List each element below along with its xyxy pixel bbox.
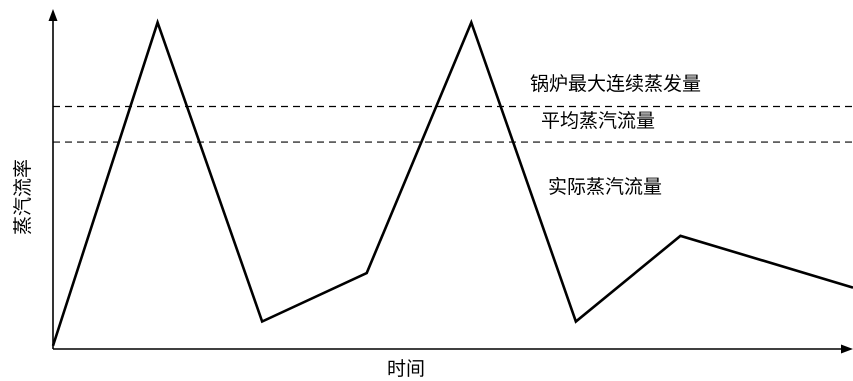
series-layer xyxy=(51,18,853,347)
x-axis-arrow xyxy=(841,344,853,354)
ref-label-max-continuous: 锅炉最大连续蒸发量 xyxy=(530,73,701,95)
y-axis-label: 蒸汽流率 xyxy=(12,159,34,235)
x-axis-label: 时间 xyxy=(387,358,425,380)
reference-lines xyxy=(53,105,853,143)
axes xyxy=(48,9,853,354)
ref-label-average: 平均蒸汽流量 xyxy=(541,110,655,132)
y-axis-arrow xyxy=(48,9,58,21)
series-label-actual: 实际蒸汽流量 xyxy=(548,176,662,198)
series-line-0 xyxy=(51,18,853,347)
